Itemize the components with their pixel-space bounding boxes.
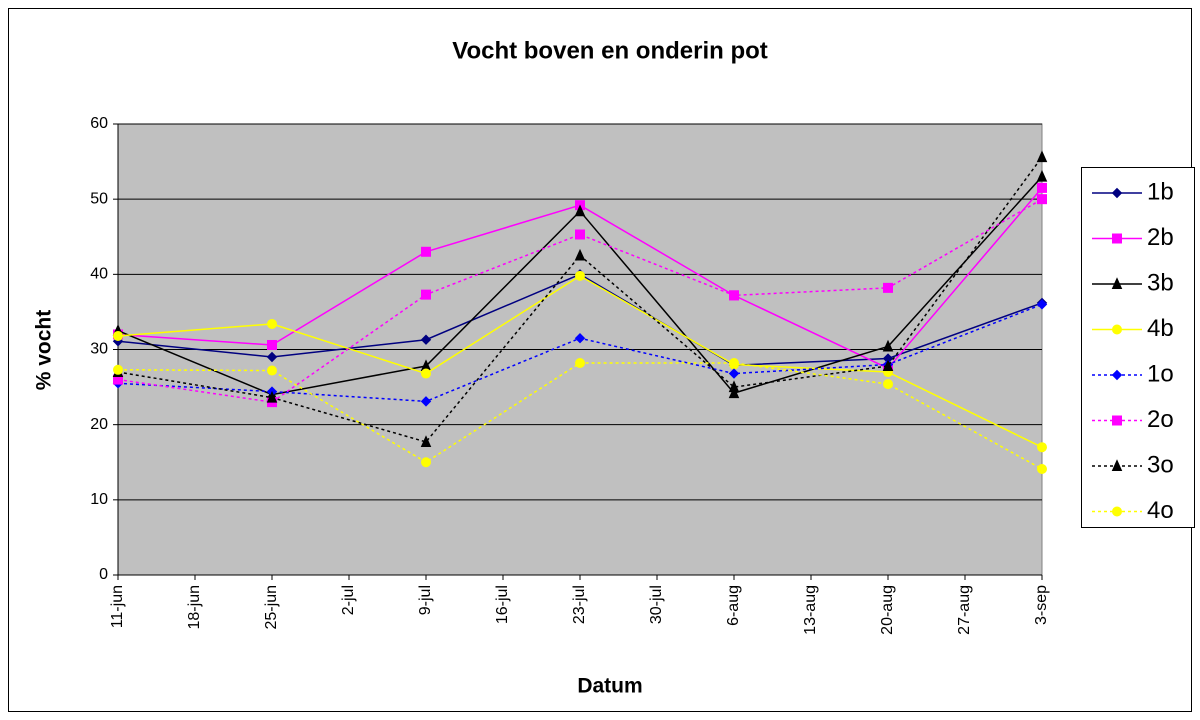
legend-marker [1111, 277, 1123, 289]
legend-marker [1111, 187, 1123, 199]
marker [421, 246, 431, 257]
marker [113, 364, 123, 375]
marker [882, 339, 894, 352]
marker [1036, 150, 1048, 163]
legend-label: 2o [1147, 406, 1174, 433]
legend [1081, 167, 1195, 528]
y-tick-label: 30 [90, 341, 108, 358]
marker [575, 358, 585, 369]
legend-marker [1112, 506, 1122, 517]
marker [1037, 182, 1047, 193]
y-tick-label: 60 [90, 115, 108, 132]
marker [883, 379, 893, 390]
marker [574, 333, 586, 344]
x-tick-label: 23-jul [571, 585, 588, 624]
x-tick-label: 20-aug [879, 585, 896, 635]
x-tick-label: 30-jul [648, 585, 665, 624]
marker [574, 248, 586, 261]
y-tick-label: 10 [90, 491, 108, 508]
marker [420, 396, 432, 407]
legend-label: 4o [1147, 497, 1174, 524]
x-axis-label: Datum [577, 675, 642, 698]
legend-marker [1111, 459, 1123, 471]
chart-title: Vocht boven en onderin pot [452, 37, 768, 64]
legend-marker [1112, 233, 1122, 244]
marker [266, 351, 278, 363]
x-tick-label: 6-aug [725, 585, 742, 626]
marker [575, 270, 585, 281]
marker [420, 334, 432, 345]
marker [266, 390, 278, 403]
marker [1036, 169, 1048, 182]
marker [267, 365, 277, 376]
legend-marker [1112, 324, 1122, 335]
y-axis-label: % vocht [33, 310, 56, 391]
marker [574, 204, 586, 217]
marker [1036, 299, 1048, 310]
marker [575, 229, 585, 240]
marker [729, 358, 739, 369]
legend-label: 1b [1147, 178, 1174, 205]
x-tick-label: 13-aug [802, 585, 819, 635]
marker [1037, 194, 1047, 205]
marker [113, 330, 123, 341]
legend-label: 3o [1147, 451, 1174, 478]
marker [267, 339, 277, 350]
legend-marker [1111, 369, 1123, 381]
legend-label: 3b [1147, 269, 1174, 296]
x-tick-label: 2-jul [340, 585, 357, 615]
marker [728, 368, 740, 379]
x-tick-label: 3-sep [1033, 585, 1050, 625]
legend-label: 1o [1147, 360, 1174, 387]
marker [728, 386, 740, 399]
x-tick-label: 27-aug [956, 585, 973, 635]
legend-marker [1112, 415, 1122, 426]
marker [1037, 442, 1047, 453]
marker [421, 457, 431, 468]
marker [1037, 464, 1047, 475]
x-tick-label: 25-jun [263, 585, 280, 629]
marker [883, 282, 893, 293]
marker [728, 380, 740, 393]
marker [420, 435, 432, 447]
y-tick-label: 20 [90, 416, 108, 433]
y-tick-label: 50 [90, 190, 108, 207]
marker [267, 318, 277, 329]
marker [729, 290, 739, 301]
x-tick-label: 11-jun [109, 585, 126, 628]
x-tick-label: 18-jun [186, 585, 203, 629]
marker [882, 359, 894, 372]
marker [421, 368, 431, 379]
marker [421, 289, 431, 300]
x-tick-label: 9-jul [417, 585, 434, 615]
y-tick-label: 40 [90, 266, 108, 283]
y-tick-label: 0 [99, 566, 108, 583]
legend-label: 4b [1147, 315, 1174, 342]
x-tick-label: 16-jul [494, 585, 511, 624]
legend-label: 2b [1147, 224, 1174, 251]
